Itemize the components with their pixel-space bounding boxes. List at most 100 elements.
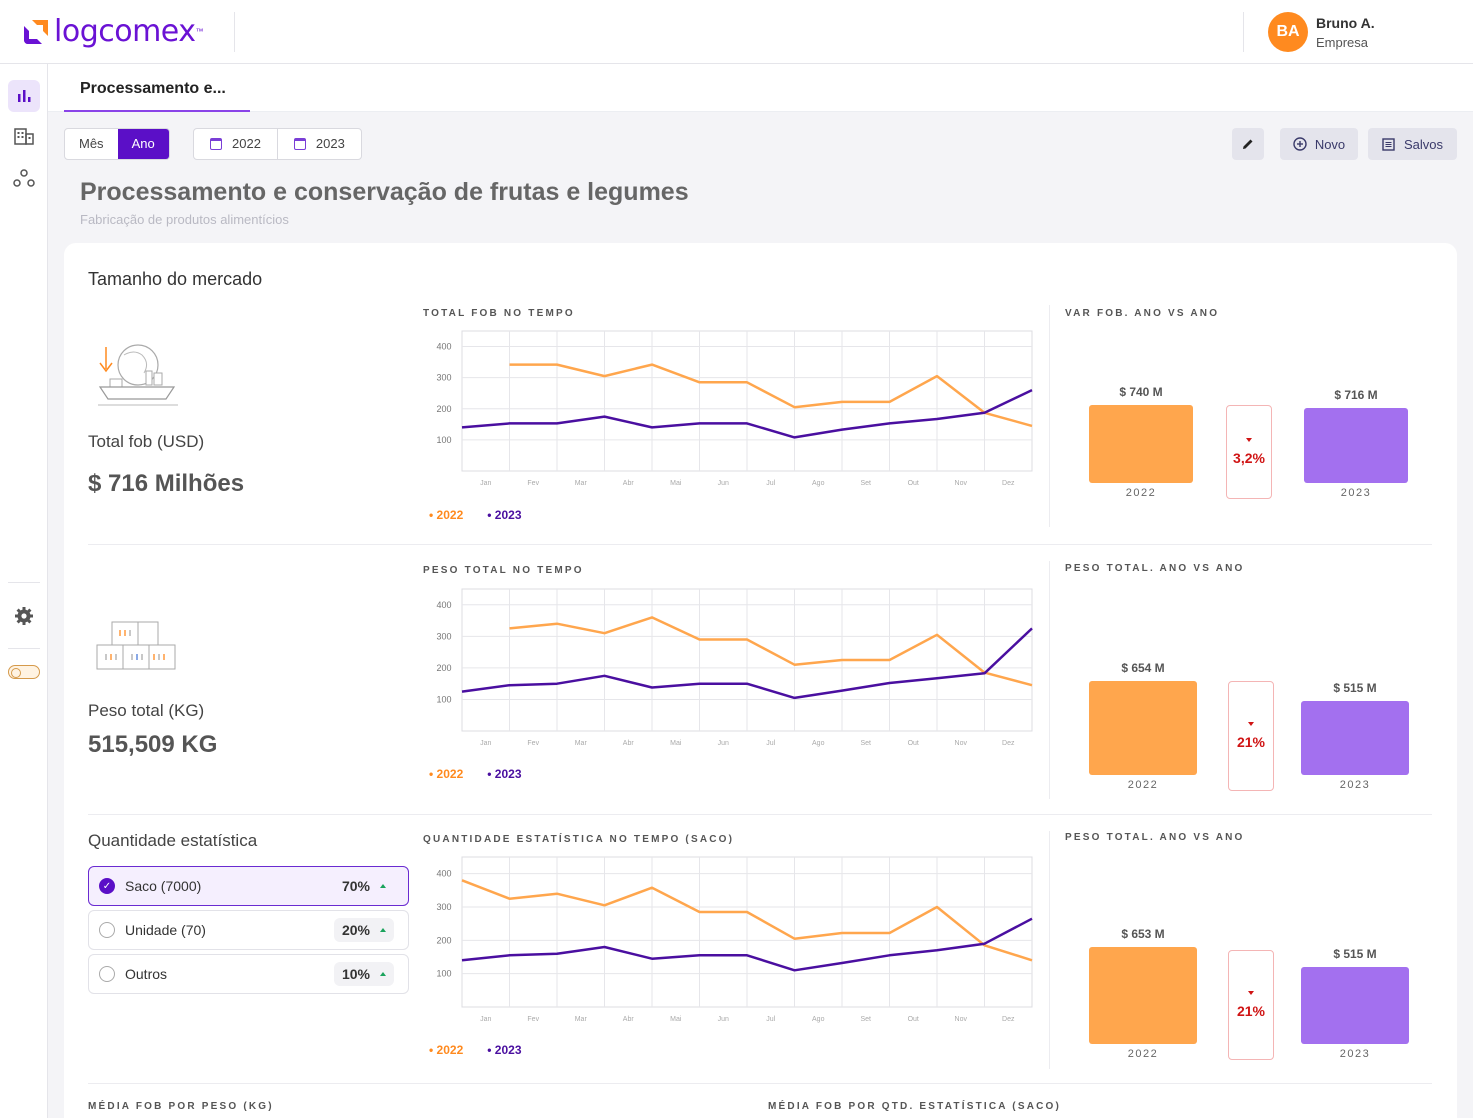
bar-value-label: $ 653 M (1121, 927, 1165, 941)
option-percent-value: 70% (341, 878, 370, 894)
year-bar-2023[interactable] (1301, 700, 1409, 775)
avg-fob-quantity-title: MÉDIA FOB POR QTD. ESTATÍSTICA (SACO) (768, 1101, 1062, 1112)
card-title: Tamanho do mercado (88, 269, 263, 289)
quantity-label: Quantidade estatística (88, 831, 258, 850)
series-line-2022[interactable] (509, 616, 1033, 687)
series-line-2023[interactable] (461, 388, 1033, 439)
trend-down-icon (1248, 722, 1254, 726)
y-tick-label: 100 (436, 694, 451, 704)
year-bar-2022[interactable] (1089, 405, 1193, 483)
series-line-2023[interactable] (461, 627, 1033, 700)
bar-chart-icon (18, 90, 31, 102)
x-tick-label: Mar (575, 740, 588, 747)
y-tick-label: 400 (436, 342, 451, 352)
sidebar-item-settings[interactable] (8, 600, 40, 632)
x-tick-label: Mar (575, 1016, 588, 1023)
x-tick-label: Set (860, 1016, 871, 1023)
x-tick-label: Abr (623, 1016, 635, 1023)
plus-circle-icon (1293, 137, 1307, 151)
tab-processamento[interactable]: Processamento e... (64, 64, 250, 112)
y-tick-label: 400 (436, 600, 451, 610)
x-tick-label: Nov (955, 740, 968, 747)
sidebar-divider (8, 648, 40, 649)
legend-2022[interactable]: • 2022 (429, 767, 464, 781)
year-bar-2023[interactable] (1304, 407, 1408, 483)
fob-value: $ 716 Milhões (88, 470, 245, 497)
radio-icon (99, 966, 115, 982)
trend-down-icon (1246, 438, 1252, 442)
x-tick-label: Fev (527, 480, 539, 487)
year-bar-2022[interactable] (1089, 681, 1197, 775)
quantity-option-saco[interactable]: ✓ Saco (7000) 70% (88, 866, 409, 906)
chart-title: VAR FOB. ANO VS ANO (1065, 308, 1220, 319)
list-icon (1382, 137, 1395, 151)
x-tick-label: Jul (766, 480, 775, 487)
x-tick-label: Jul (766, 1016, 775, 1023)
fob-label: Total fob (USD) (88, 432, 205, 451)
x-tick-label: Mai (670, 1016, 682, 1023)
chart-legend: • 2022 • 2023 (429, 508, 522, 522)
legend-2023[interactable]: • 2023 (487, 1043, 522, 1057)
section-divider (88, 814, 1432, 815)
section-divider (1049, 561, 1050, 799)
bar-value-label: $ 515 M (1333, 947, 1377, 962)
x-tick-label: Mar (575, 480, 588, 487)
x-tick-label: Jan (480, 1016, 491, 1023)
x-tick-label: Out (908, 480, 919, 487)
sidebar-item-network[interactable] (8, 162, 40, 194)
x-tick-label: Jun (718, 480, 729, 487)
trend-up-icon (380, 972, 386, 976)
year-from-picker[interactable]: 2022 (194, 129, 277, 159)
edit-button[interactable] (1232, 128, 1264, 160)
period-year-option[interactable]: Ano (117, 129, 169, 159)
x-tick-label: Out (908, 740, 919, 747)
x-tick-label: Dez (1002, 480, 1015, 487)
period-toggle: Mês Ano (64, 128, 170, 160)
x-tick-label: Out (908, 1016, 919, 1023)
legend-2022[interactable]: • 2022 (429, 1043, 464, 1057)
header-divider (234, 12, 235, 52)
quantity-option-outros[interactable]: Outros 10% (88, 954, 409, 994)
y-tick-label: 200 (436, 404, 451, 414)
series-line-2023[interactable] (461, 917, 1033, 972)
quantity-option-unidade[interactable]: Unidade (70) 20% (88, 910, 409, 950)
x-tick-label: Dez (1002, 740, 1015, 747)
legend-2022[interactable]: • 2022 (429, 508, 464, 522)
legend-2023[interactable]: • 2023 (487, 508, 522, 522)
year-bar-2022[interactable] (1089, 947, 1197, 1044)
x-tick-label: Dez (1002, 1016, 1015, 1023)
x-tick-label: Jan (480, 740, 491, 747)
x-tick-label: Set (860, 480, 871, 487)
variation-badge: 3,2% (1226, 405, 1272, 499)
sidebar-item-dashboard[interactable] (8, 80, 40, 112)
user-company: Empresa (1316, 34, 1369, 50)
bar-year-label: 2022 (1127, 1048, 1159, 1060)
section-divider (88, 544, 1432, 545)
saved-button[interactable]: Salvos (1368, 128, 1457, 160)
year-to-picker[interactable]: 2023 (276, 129, 361, 159)
chart-legend: • 2022 • 2023 (429, 1043, 522, 1057)
bar-year-label: 2022 (1125, 487, 1157, 499)
new-button[interactable]: Novo (1280, 128, 1358, 160)
variation-badge: 21% (1228, 950, 1274, 1060)
theme-toggle[interactable] (8, 665, 40, 679)
x-tick-label: Mai (670, 480, 682, 487)
sidebar-item-companies[interactable] (8, 120, 40, 152)
period-month-option[interactable]: Mês (79, 136, 104, 151)
series-line-2022[interactable] (461, 879, 1033, 962)
calendar-icon (210, 138, 222, 150)
logo[interactable]: logcomex ™ (24, 14, 204, 49)
y-tick-label: 300 (436, 902, 451, 912)
x-tick-label: Abr (623, 740, 635, 747)
x-tick-label: Ago (812, 1016, 825, 1023)
user-menu[interactable]: BA Bruno A. Empresa (1268, 12, 1375, 52)
user-name: Bruno A. (1316, 14, 1375, 31)
y-tick-label: 300 (436, 631, 451, 641)
legend-2023[interactable]: • 2023 (487, 767, 522, 781)
year-bar-2023[interactable] (1301, 967, 1409, 1044)
bar-value-label: $ 740 M (1119, 385, 1163, 399)
legend-2023-label: 2023 (494, 508, 522, 522)
bar-year-label: 2023 (1339, 779, 1371, 791)
avatar[interactable]: BA (1268, 12, 1308, 52)
series-line-2022[interactable] (509, 363, 1033, 428)
